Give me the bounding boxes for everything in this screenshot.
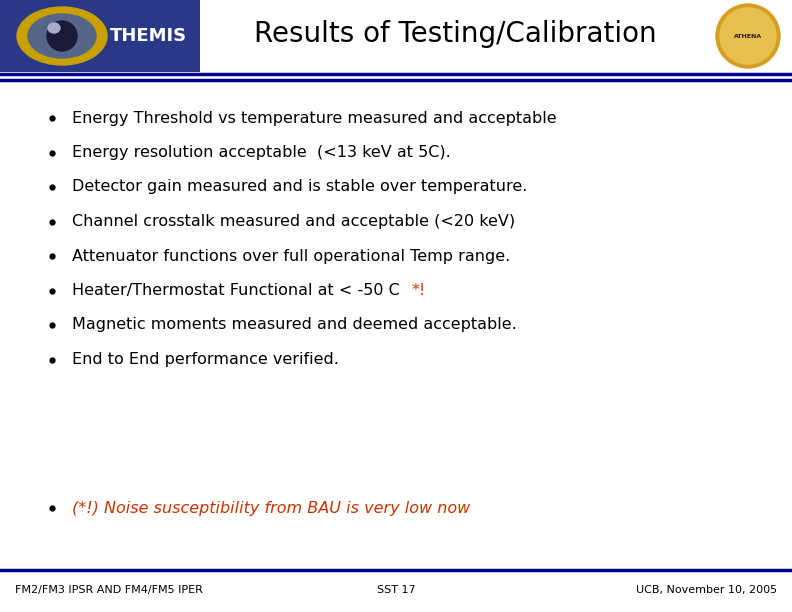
- Text: FM2/FM3 IPSR AND FM4/FM5 IPER: FM2/FM3 IPSR AND FM4/FM5 IPER: [15, 585, 203, 595]
- Text: SST 17: SST 17: [377, 585, 415, 595]
- Ellipse shape: [17, 7, 107, 65]
- Text: *!: *!: [412, 283, 426, 298]
- Ellipse shape: [47, 21, 77, 51]
- Text: THEMIS: THEMIS: [109, 27, 187, 45]
- Circle shape: [720, 8, 776, 64]
- Text: Energy Threshold vs temperature measured and acceptable: Energy Threshold vs temperature measured…: [72, 111, 557, 125]
- Ellipse shape: [28, 14, 96, 58]
- Text: (*!) Noise susceptibility from BAU is very low now: (*!) Noise susceptibility from BAU is ve…: [72, 501, 470, 515]
- Text: Heater/Thermostat Functional at < -50 C: Heater/Thermostat Functional at < -50 C: [72, 283, 410, 298]
- Ellipse shape: [48, 23, 60, 33]
- Text: Detector gain measured and is stable over temperature.: Detector gain measured and is stable ove…: [72, 179, 527, 195]
- Circle shape: [716, 4, 780, 68]
- Text: ATHENA: ATHENA: [734, 34, 762, 39]
- Text: Energy resolution acceptable  (<13 keV at 5C).: Energy resolution acceptable (<13 keV at…: [72, 145, 451, 160]
- Text: End to End performance verified.: End to End performance verified.: [72, 352, 339, 367]
- FancyBboxPatch shape: [0, 0, 200, 72]
- Text: Results of Testing/Calibration: Results of Testing/Calibration: [253, 20, 657, 48]
- Text: UCB, November 10, 2005: UCB, November 10, 2005: [636, 585, 777, 595]
- Text: Attenuator functions over full operational Temp range.: Attenuator functions over full operation…: [72, 248, 510, 264]
- Text: Magnetic moments measured and deemed acceptable.: Magnetic moments measured and deemed acc…: [72, 318, 516, 332]
- Text: Channel crosstalk measured and acceptable (<20 keV): Channel crosstalk measured and acceptabl…: [72, 214, 515, 229]
